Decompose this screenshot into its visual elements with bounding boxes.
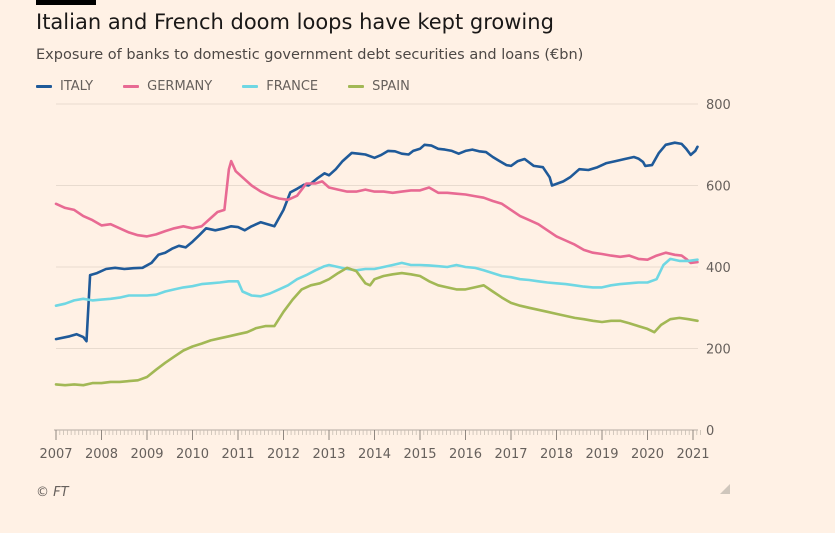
x-tick-label-2016: 2016 (449, 447, 482, 462)
y-tick-label-0: 0 (706, 424, 714, 439)
chart-subtitle: Exposure of banks to domestic government… (36, 47, 584, 63)
y-tick-label-400: 400 (706, 261, 731, 276)
legend-label-italy: ITALY (60, 79, 94, 94)
series-line-spain (54, 266, 699, 387)
x-tick-label-2021: 2021 (676, 447, 709, 462)
x-tick-label-2018: 2018 (540, 447, 573, 462)
legend-item-germany[interactable]: GERMANY (123, 79, 212, 94)
series-line-france (54, 257, 699, 307)
legend-item-italy[interactable]: ITALY (36, 79, 93, 94)
legend-label-france: FRANCE (266, 79, 319, 94)
legend-swatch-france (242, 85, 259, 88)
legend-item-spain[interactable]: SPAIN (348, 79, 410, 94)
x-tick-label-2007: 2007 (39, 447, 72, 462)
y-tick-label-200: 200 (706, 343, 731, 358)
x-tick-label-2017: 2017 (494, 447, 527, 462)
legend-label-spain: SPAIN (372, 79, 410, 94)
chart-legend: ITALY GERMANY FRANCE SPAIN (36, 79, 440, 94)
resize-handle-icon[interactable] (720, 484, 730, 494)
legend-swatch-germany (123, 85, 140, 88)
ft-brand-bar (36, 0, 96, 5)
x-tick-label-2015: 2015 (403, 447, 436, 462)
x-tick-label-2009: 2009 (130, 447, 163, 462)
x-tick-label-2014: 2014 (358, 447, 391, 462)
legend-item-france[interactable]: FRANCE (242, 79, 318, 94)
chart-title: Italian and French doom loops have kept … (36, 10, 554, 34)
x-tick-label-2012: 2012 (267, 447, 300, 462)
series-line-italy (54, 141, 699, 343)
x-tick-label-2008: 2008 (85, 447, 118, 462)
legend-label-germany: GERMANY (147, 79, 213, 94)
y-tick-label-800: 800 (706, 98, 731, 113)
series-line-germany (54, 159, 699, 265)
x-tick-label-2020: 2020 (631, 447, 664, 462)
x-tick-label-2010: 2010 (176, 447, 209, 462)
y-tick-label-600: 600 (706, 180, 731, 195)
x-tick-label-2011: 2011 (221, 447, 254, 462)
legend-swatch-spain (348, 85, 365, 88)
legend-swatch-italy (36, 85, 52, 88)
ft-credit: © FT (36, 485, 69, 500)
x-tick-label-2013: 2013 (312, 447, 345, 462)
x-tick-label-2019: 2019 (585, 447, 618, 462)
